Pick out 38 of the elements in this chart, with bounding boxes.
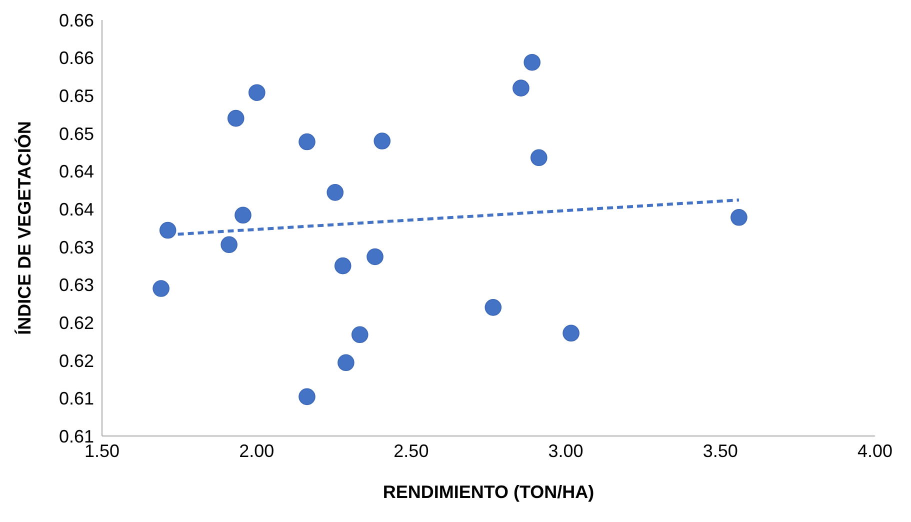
x-axis-title: RENDIMIENTO (TON/HA) xyxy=(382,482,594,502)
y-tick-label: 0.65 xyxy=(58,86,94,106)
y-tick-label: 0.62 xyxy=(58,350,94,371)
x-tick-label: 2.00 xyxy=(239,440,274,461)
point xyxy=(298,133,316,150)
point xyxy=(248,84,266,102)
y-tick-label: 0.64 xyxy=(58,162,94,182)
y-tick-label: 0.66 xyxy=(58,10,94,30)
x-tick-label: 2.50 xyxy=(394,440,429,461)
y-tick-label: 0.63 xyxy=(58,237,94,258)
point xyxy=(227,110,244,127)
point xyxy=(730,209,748,226)
point xyxy=(512,80,530,96)
point xyxy=(159,222,176,239)
point xyxy=(351,326,368,344)
y-tick-label: 0.62 xyxy=(58,312,94,333)
point xyxy=(220,236,238,254)
y-tick-label: 0.65 xyxy=(58,124,94,144)
x-tick-label: 4.00 xyxy=(857,440,893,461)
x-tick-label: 3.00 xyxy=(548,440,584,461)
point xyxy=(298,388,316,406)
point xyxy=(562,324,580,342)
y-tick-label: 0.63 xyxy=(58,275,94,296)
y-axis-title: ÍNDICE DE VEGETACIÓN xyxy=(14,121,34,335)
point xyxy=(374,132,391,150)
y-tick-label: 0.61 xyxy=(58,388,94,409)
y-tick-label: 0.66 xyxy=(58,48,94,68)
point xyxy=(234,206,252,224)
point xyxy=(334,257,352,274)
point xyxy=(524,54,540,71)
point xyxy=(338,354,354,372)
point xyxy=(484,299,502,316)
point xyxy=(530,149,548,166)
x-tick-label: 3.50 xyxy=(702,440,738,461)
point xyxy=(326,184,344,201)
point xyxy=(366,248,384,266)
point xyxy=(152,280,170,297)
y-tick-label: 0.64 xyxy=(58,199,94,220)
